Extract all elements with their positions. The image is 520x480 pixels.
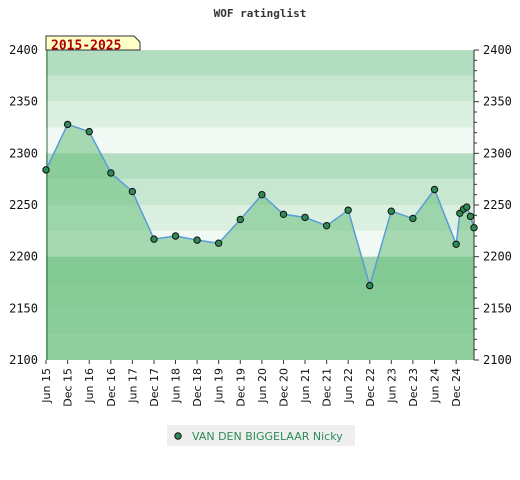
data-point [150, 235, 158, 243]
y-tick-label-left: 2150 [9, 301, 38, 315]
data-point [236, 215, 244, 224]
x-tick-label: Jun 22 [342, 368, 355, 404]
data-point [63, 120, 72, 129]
legend-box [167, 425, 355, 446]
y-tick-label-right: 2400 [483, 43, 512, 57]
y-tick-label-left: 2400 [9, 43, 38, 57]
data-point [470, 224, 478, 232]
right-axis: 2100 2150 2200 2250 2300 2350 2400 [474, 43, 512, 367]
x-tick-label: Jun 16 [83, 368, 96, 404]
data-point [258, 190, 266, 199]
x-tick-label: Jun 19 [213, 368, 226, 404]
period-label: 2015-2025 [51, 39, 121, 54]
x-tick-label: Dec 19 [234, 368, 247, 407]
x-tick-label: Jun 20 [256, 368, 269, 404]
legend-marker [174, 432, 182, 440]
data-point [214, 239, 223, 247]
x-tick-label: Jun 24 [429, 368, 442, 404]
x-axis: Jun 15 Dec 15 Jun 16 Dec 16 Jun 17 Dec 17 Jun … [40, 360, 463, 407]
y-tick-label-right: 2250 [483, 198, 512, 212]
data-points [42, 120, 478, 290]
data-point [322, 221, 331, 230]
x-tick-label: Dec 15 [62, 368, 75, 407]
data-point [107, 169, 115, 177]
y-tick-label-left: 2250 [9, 198, 38, 212]
data-point [279, 210, 288, 219]
data-point [452, 240, 460, 248]
x-tick-label: Dec 23 [407, 368, 420, 407]
y-tick-label-right: 2300 [483, 146, 512, 160]
y-tick-label-left: 2100 [9, 353, 38, 367]
x-tick-label: Dec 21 [321, 368, 334, 407]
y-tick-label-left: 2200 [9, 250, 38, 264]
x-tick-label: Dec 22 [364, 368, 377, 407]
y-tick-label-right: 2200 [483, 250, 512, 264]
data-point [193, 236, 201, 244]
data-point [344, 206, 352, 214]
data-point [171, 232, 180, 240]
y-tick-label-right: 2100 [483, 353, 512, 367]
x-tick-label: Jun 21 [299, 368, 312, 404]
x-tick-label: Jun 17 [126, 368, 139, 404]
left-axis: 2100 2150 2200 2250 2300 2350 2400 [9, 43, 38, 367]
rating-area [46, 124, 474, 361]
background-band [46, 127, 474, 154]
chart-title: WOF ratinglist [214, 7, 307, 20]
data-point [463, 203, 471, 211]
y-tick-label-left: 2350 [9, 95, 38, 109]
legend: VAN DEN BIGGELAAR Nicky [167, 425, 355, 446]
x-tick-label: Dec 17 [148, 368, 161, 407]
y-tick-label-right: 2350 [483, 95, 512, 109]
period-tag-background [45, 35, 141, 51]
data-point [42, 166, 50, 174]
background-band [46, 50, 474, 76]
data-point [387, 207, 395, 215]
period-tag: 2015-2025 [45, 35, 141, 54]
x-tick-label: Jun 15 [40, 368, 53, 404]
legend-series-name: VAN DEN BIGGELAAR Nicky [192, 430, 343, 443]
data-point [85, 127, 93, 136]
x-tick-label: Dec 18 [191, 368, 204, 407]
background-band [46, 75, 474, 102]
data-point [466, 212, 475, 221]
x-tick-label: Jun 23 [385, 368, 398, 404]
data-point [128, 187, 137, 196]
x-tick-label: Dec 24 [450, 368, 463, 407]
y-tick-label-left: 2300 [9, 146, 38, 160]
data-point [301, 213, 309, 222]
background-band [46, 101, 474, 128]
data-point [430, 185, 439, 194]
background-band [46, 153, 474, 180]
x-tick-label: Dec 20 [278, 368, 291, 407]
data-point [409, 214, 417, 223]
y-tick-label-right: 2150 [483, 301, 512, 315]
x-tick-label: Jun 18 [170, 368, 183, 404]
x-tick-label: Dec 16 [105, 368, 118, 407]
data-point [366, 281, 374, 290]
